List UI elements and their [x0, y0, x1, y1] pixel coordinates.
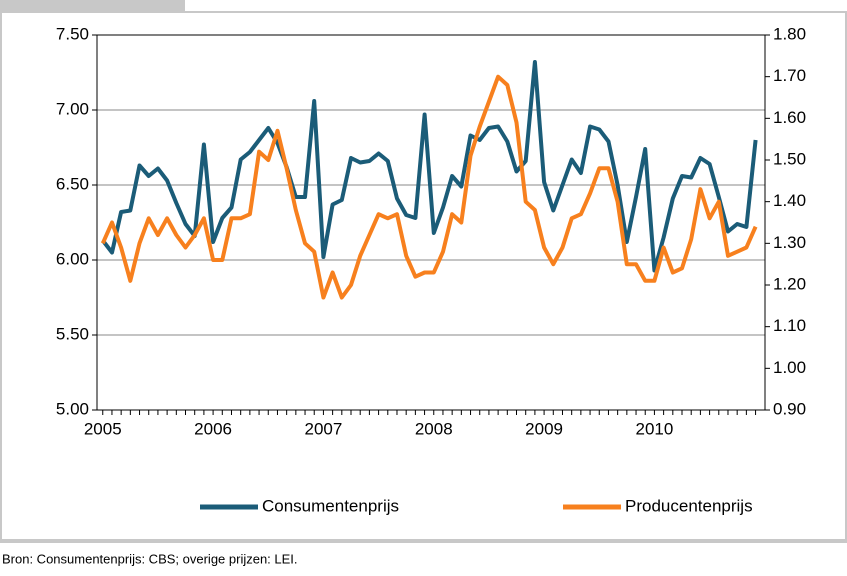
legend-label: Consumentenprijs: [262, 496, 399, 515]
x-tick-label: 2010: [636, 419, 674, 438]
x-tick-label: 2007: [305, 419, 343, 438]
y2-tick-label: 1.20: [773, 274, 806, 293]
chart-frame: [0, 11, 847, 541]
x-tick-label: 2006: [194, 419, 232, 438]
source-note: Bron: Consumentenprijs: CBS; overige pri…: [2, 551, 298, 566]
y-tick-label: 6.50: [56, 174, 89, 193]
y-tick-label: 7.50: [56, 24, 89, 43]
y2-tick-label: 1.70: [773, 66, 806, 85]
series-line: [101, 60, 758, 273]
y2-tick-label: 1.40: [773, 191, 806, 210]
y2-tick-label: 1.80: [773, 24, 806, 43]
y-tick-label: 5.00: [56, 399, 89, 418]
y2-tick-label: 1.10: [773, 316, 806, 335]
x-tick-label: 2009: [525, 419, 563, 438]
y2-tick-label: 1.50: [773, 149, 806, 168]
series-line: [100, 74, 758, 300]
y2-tick-label: 1.00: [773, 358, 806, 377]
y-tick-label: 5.50: [56, 324, 89, 343]
x-tick-label: 2008: [415, 419, 453, 438]
x-tick-label: 2005: [84, 419, 122, 438]
y2-tick-label: 0.90: [773, 399, 806, 418]
legend-label: Producentenprijs: [625, 496, 753, 515]
y-tick-label: 6.00: [56, 249, 89, 268]
top-strip-box: [185, 0, 847, 12]
y-tick-label: 7.00: [56, 99, 89, 118]
y2-tick-label: 1.30: [773, 233, 806, 252]
y2-tick-label: 1.60: [773, 108, 806, 127]
